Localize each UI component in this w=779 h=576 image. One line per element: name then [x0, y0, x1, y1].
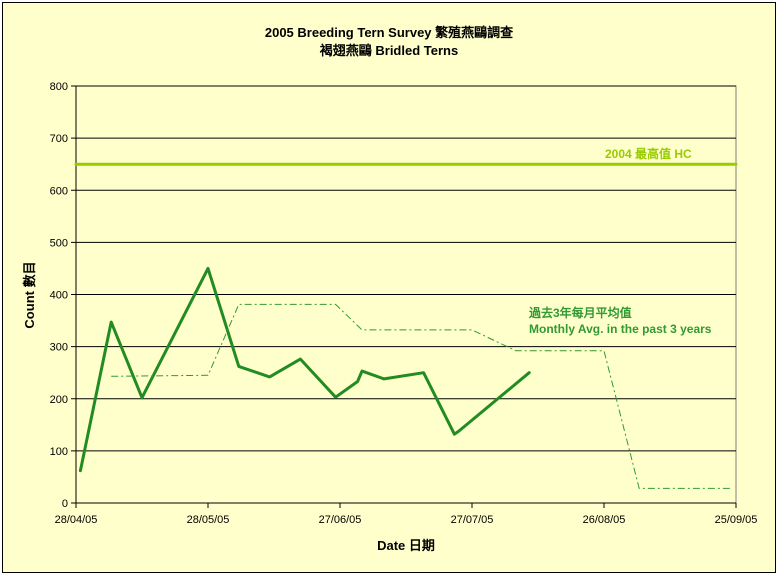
series-line-monthly-avg — [111, 303, 732, 489]
y-tick-label: 400 — [50, 290, 68, 302]
high-2004-label: 2004 最高值 HC — [605, 146, 692, 161]
y-tick-label: 800 — [50, 81, 68, 93]
y-tick-label: 0 — [62, 498, 68, 510]
monthly-avg-label-line1: 過去3年每月平均值 — [528, 305, 632, 320]
chart-title-line2: 褐翅燕鷗 Bridled Terns — [319, 43, 458, 58]
axes — [71, 85, 737, 508]
x-tick-label: 27/07/05 — [451, 514, 494, 526]
y-tick-label: 500 — [50, 237, 68, 249]
y-tick-label: 100 — [50, 446, 68, 458]
tick-labels: 0 100 200 300 400 500 600 700 800 28/04/05 28/05/0… — [50, 81, 758, 526]
y-axis-title: Count 數目 — [22, 261, 37, 328]
x-tick-label: 25/09/05 — [715, 514, 758, 526]
chart-svg: 2005 Breeding Tern Survey 繁殖燕鷗調查 褐翅燕鷗 Br… — [22, 25, 758, 553]
x-tick-label: 28/04/05 — [55, 514, 98, 526]
x-tick-label: 26/08/05 — [583, 514, 626, 526]
x-tick-label: 27/06/05 — [319, 514, 362, 526]
chart-title-line1: 2005 Breeding Tern Survey 繁殖燕鷗調查 — [265, 25, 514, 40]
y-tick-label: 200 — [50, 394, 68, 406]
y-tick-label: 300 — [50, 342, 68, 354]
gridlines — [76, 85, 736, 452]
series — [74, 162, 738, 489]
y-tick-label: 700 — [50, 133, 68, 145]
monthly-avg-label-line2: Monthly Avg. in the past 3 years — [529, 322, 712, 336]
series-line-counts — [78, 266, 531, 473]
x-axis-title: Date 日期 — [377, 538, 435, 553]
x-tick-label: 28/05/05 — [187, 514, 230, 526]
y-tick-label: 600 — [50, 185, 68, 197]
